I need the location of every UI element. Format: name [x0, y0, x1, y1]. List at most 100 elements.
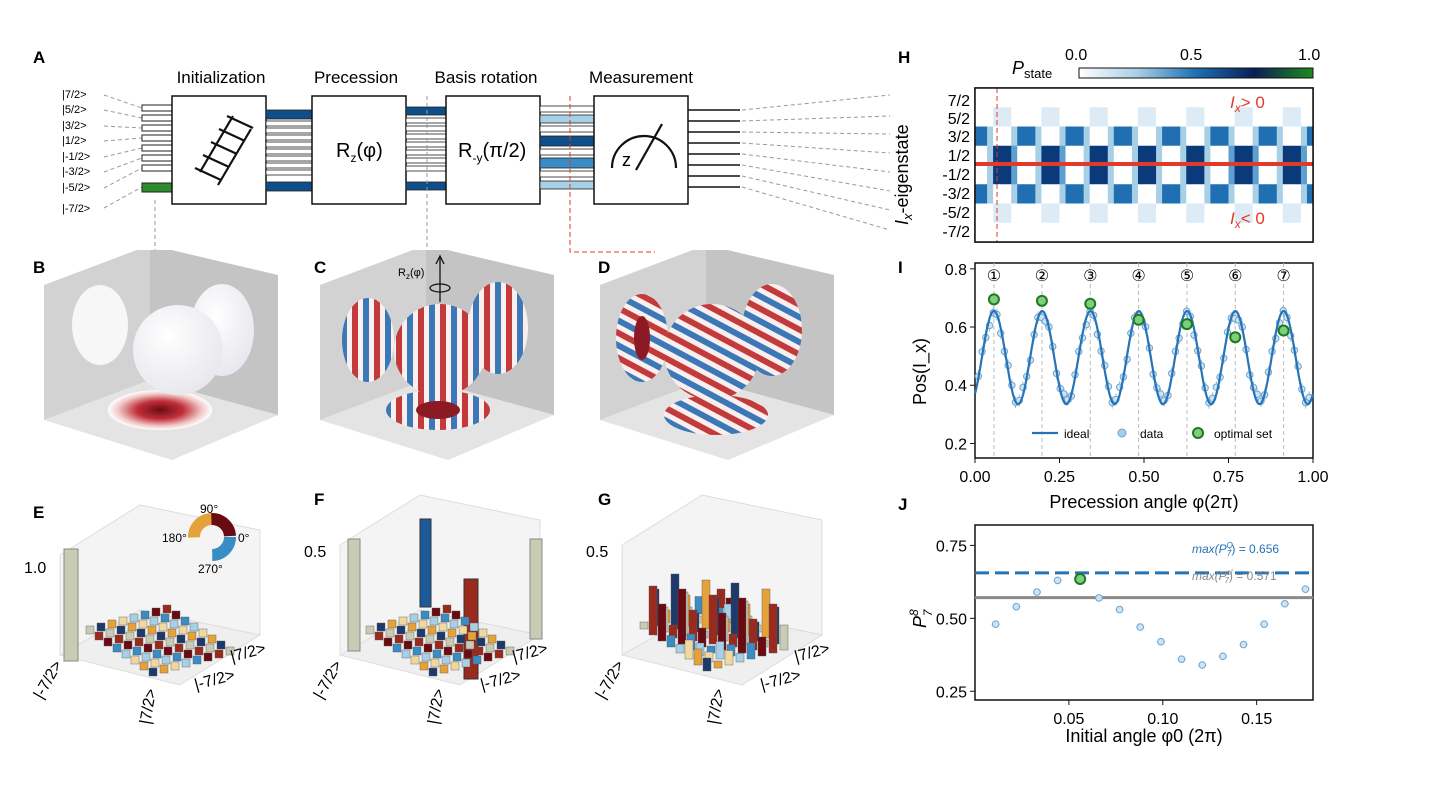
- heatmap-cell: [1011, 126, 1018, 147]
- heatmap-cell: [1282, 165, 1290, 185]
- heatmap-cell: [1264, 88, 1272, 108]
- density-bar: [165, 637, 175, 647]
- chart-j-data-point: [1239, 640, 1248, 649]
- heatmap-cell: [999, 107, 1006, 127]
- chart-i-legend: ideal data optimal set: [1032, 427, 1273, 441]
- density-bar: [461, 658, 471, 668]
- ket-1-2: |1/2>: [62, 135, 87, 147]
- heatmap-cell: [993, 107, 1000, 127]
- density-bar: [730, 582, 740, 639]
- heatmap-cell: [1023, 107, 1030, 127]
- heatmap-cell: [1198, 165, 1205, 185]
- density-bar: [487, 634, 497, 644]
- stage-initialization: Initialization: [177, 68, 266, 87]
- f-axis-b: |7/2>: [425, 688, 448, 726]
- heatmap-cell: [1192, 107, 1199, 127]
- heatmap-cell: [1222, 165, 1229, 185]
- heatmap-cell: [999, 222, 1006, 243]
- heatmap-cell: [1137, 165, 1145, 185]
- heatmap-cell: [1300, 165, 1308, 185]
- input-wires: [141, 104, 173, 193]
- density-bar: [657, 603, 667, 642]
- heatmap-cell: [1083, 184, 1091, 204]
- heatmap-cell: [1210, 203, 1217, 224]
- heatmap-cell: [1113, 184, 1121, 204]
- heatmap-cell: [1306, 203, 1314, 224]
- heatmap-cell: [1252, 165, 1260, 185]
- heatmap-cell: [1137, 126, 1145, 147]
- density-bar: [418, 619, 428, 629]
- heatmap-cell: [1156, 126, 1163, 147]
- heatmap-cell: [1162, 203, 1169, 224]
- heatmap-cell: [1240, 126, 1248, 147]
- heatmap-cell: [975, 184, 982, 204]
- density-bar: [385, 628, 395, 638]
- density-bar: [467, 631, 477, 641]
- density-bar: [701, 579, 711, 630]
- heatmap-cell: [1246, 145, 1254, 166]
- heatmap-cell: [1107, 222, 1115, 243]
- heatmap-cell: [1240, 222, 1248, 243]
- heatmap-cell: [1180, 145, 1187, 166]
- heatmap-cell: [1107, 203, 1115, 224]
- heatmap-cell: [1144, 203, 1151, 224]
- heatmap-cell: [1306, 165, 1314, 185]
- legend-data: data: [1140, 427, 1164, 441]
- heatmap-cell: [987, 126, 994, 147]
- heatmap-cell: [1186, 145, 1193, 166]
- density-bar: [214, 649, 224, 659]
- density-bar: [176, 634, 186, 644]
- density-bar: [693, 648, 703, 666]
- heatmap-cell: [1222, 222, 1229, 243]
- density-bar: [160, 613, 170, 623]
- heatmap-cell: [1276, 107, 1284, 127]
- heatmap-cell: [1192, 145, 1199, 166]
- density-bar: [403, 640, 413, 650]
- heatmap-cell: [1119, 88, 1127, 108]
- heatmap-cell: [1035, 126, 1042, 147]
- heatmap-cell: [1180, 165, 1187, 185]
- heatmap-cell: [1228, 165, 1236, 185]
- density-bar: [174, 643, 184, 653]
- heatmap-cell: [981, 107, 988, 127]
- chart-i-xtick: 0.25: [1044, 469, 1075, 486]
- chart-i-gridlines: [993, 263, 1285, 458]
- heatmap-cell: [1246, 88, 1254, 108]
- heatmap-cell: [1023, 145, 1030, 166]
- heatmap-cell: [1228, 203, 1236, 224]
- h-ytick-7: -7/2: [942, 224, 970, 241]
- heatmap-cell: [1228, 88, 1236, 108]
- heatmap-cell: [1077, 222, 1085, 243]
- heatmap-cell: [1192, 203, 1199, 224]
- heatmap-cell: [999, 145, 1006, 166]
- heatmap-cell: [1258, 145, 1266, 166]
- heatmap-cell: [1011, 222, 1018, 243]
- density-g: 0.5 |-7/2> |7/2> |-7/2> |7/2>: [586, 494, 832, 726]
- heatmap-cell: [1059, 88, 1067, 108]
- heatmap-cell: [975, 107, 982, 127]
- heatmap-cell: [1017, 145, 1024, 166]
- density-bar: [428, 667, 438, 677]
- density-bar: [181, 658, 191, 668]
- heatmap-cell: [1156, 165, 1163, 185]
- heatmap-cell: [1107, 126, 1115, 147]
- heatmap-cell: [1288, 165, 1296, 185]
- density-bar: [409, 613, 419, 623]
- density-bar: [430, 658, 440, 668]
- heatmap-cell: [1264, 184, 1272, 204]
- heatmap-cell: [1174, 145, 1181, 166]
- heatmap-cell: [1156, 222, 1163, 243]
- heatmap-cell: [1023, 203, 1030, 224]
- heatmap-cell: [1210, 126, 1217, 147]
- density-bar: [724, 650, 734, 666]
- heatmap-cell: [1234, 145, 1242, 166]
- heatmap-cell: [1222, 126, 1229, 147]
- heatmap-cell: [1089, 203, 1097, 224]
- heatmap-cell: [999, 184, 1006, 204]
- density-bar: [442, 604, 452, 614]
- density-bar: [134, 637, 144, 647]
- heatmap-cell: [1234, 222, 1242, 243]
- heatmap-cell: [1089, 145, 1097, 166]
- density-bar: [123, 640, 133, 650]
- heatmap-cell: [1174, 222, 1181, 243]
